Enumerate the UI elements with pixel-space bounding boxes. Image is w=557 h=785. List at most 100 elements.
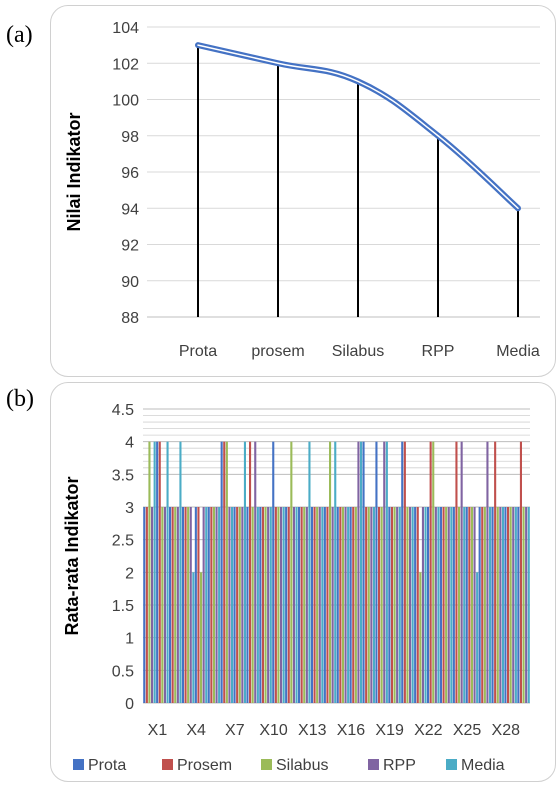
bar-media bbox=[476, 572, 479, 703]
x-tick-label-b: X19 bbox=[375, 722, 404, 739]
bar-prosem bbox=[339, 507, 342, 703]
y-tick-label-a: 94 bbox=[121, 201, 139, 218]
bar-silabus bbox=[212, 507, 215, 703]
bar-media bbox=[463, 507, 466, 703]
bar-silabus bbox=[329, 441, 332, 703]
bar-prosem bbox=[519, 441, 522, 703]
bar-prosem bbox=[249, 441, 252, 703]
bar-prosem bbox=[494, 441, 497, 703]
bar-prota bbox=[478, 507, 481, 703]
bar-rpp bbox=[151, 507, 154, 703]
bar-media bbox=[527, 507, 530, 703]
bar-prosem bbox=[507, 507, 510, 703]
x-tick-label-b: X4 bbox=[186, 722, 206, 739]
bar-rpp bbox=[267, 507, 270, 703]
x-tick-label-b: X13 bbox=[298, 722, 327, 739]
bar-prota bbox=[504, 507, 507, 703]
bar-silabus bbox=[406, 507, 409, 703]
bar-prota bbox=[143, 507, 146, 703]
y-tick-label-a: 104 bbox=[112, 20, 139, 37]
bar-silabus bbox=[187, 507, 190, 703]
bar-silabus bbox=[225, 441, 228, 703]
bar-media bbox=[243, 441, 246, 703]
bar-media bbox=[450, 507, 453, 703]
bar-silabus bbox=[200, 572, 203, 703]
bar-prota bbox=[298, 507, 301, 703]
bar-prota bbox=[285, 507, 288, 703]
bar-silabus bbox=[264, 507, 267, 703]
bar-prota bbox=[207, 507, 210, 703]
bar-silabus bbox=[509, 507, 512, 703]
y-tick-label-a: 88 bbox=[121, 310, 139, 327]
legend-swatch-media bbox=[446, 759, 457, 770]
bar-prosem bbox=[158, 441, 161, 703]
bar-prota bbox=[465, 507, 468, 703]
y-tick-label-b: 1.5 bbox=[112, 598, 134, 615]
bar-rpp bbox=[254, 441, 257, 703]
bar-prota bbox=[517, 507, 520, 703]
bar-prota bbox=[156, 441, 159, 703]
bar-silabus bbox=[341, 507, 344, 703]
bar-silabus bbox=[316, 507, 319, 703]
x-tick-label-a: RPP bbox=[422, 343, 455, 360]
y-tick-label-b: 3.5 bbox=[112, 467, 134, 484]
legend-swatch-rpp bbox=[368, 759, 379, 770]
bar-rpp bbox=[383, 441, 386, 703]
bar-rpp bbox=[473, 507, 476, 703]
bar-rpp bbox=[228, 507, 231, 703]
bar-prosem bbox=[390, 507, 393, 703]
bar-media bbox=[398, 507, 401, 703]
bar-silabus bbox=[522, 507, 525, 703]
bar-rpp bbox=[486, 441, 489, 703]
x-tick-label-a: Silabus bbox=[332, 343, 384, 360]
bar-prosem bbox=[442, 507, 445, 703]
bar-media bbox=[308, 441, 311, 703]
y-tick-label-b: 2.5 bbox=[112, 533, 134, 550]
bar-media bbox=[385, 441, 388, 703]
x-tick-label-b: X1 bbox=[148, 722, 168, 739]
legend-swatch-silabus bbox=[261, 759, 272, 770]
bar-media bbox=[347, 507, 350, 703]
bar-rpp bbox=[305, 507, 308, 703]
bar-prota bbox=[375, 441, 378, 703]
bar-prota bbox=[388, 507, 391, 703]
bar-silabus bbox=[458, 507, 461, 703]
bar-rpp bbox=[331, 507, 334, 703]
bar-media bbox=[192, 572, 195, 703]
y-tick-label-b: 4 bbox=[125, 435, 134, 452]
y-tick-label-a: 102 bbox=[112, 56, 139, 73]
bar-prota bbox=[246, 507, 249, 703]
bar-prosem bbox=[197, 507, 200, 703]
bar-silabus bbox=[445, 507, 448, 703]
bar-prota bbox=[491, 507, 494, 703]
y-tick-label-b: 2 bbox=[125, 565, 134, 582]
bar-media bbox=[256, 507, 259, 703]
bar-rpp bbox=[396, 507, 399, 703]
bar-silabus bbox=[148, 441, 151, 703]
bar-rpp bbox=[344, 507, 347, 703]
bar-rpp bbox=[189, 507, 192, 703]
bar-prota bbox=[401, 441, 404, 703]
y-axis-label-b: Rata-rata Indikator bbox=[62, 476, 82, 635]
bar-media bbox=[269, 507, 272, 703]
bar-prosem bbox=[223, 441, 226, 703]
y-tick-label-b: 1 bbox=[125, 631, 134, 648]
bar-silabus bbox=[470, 507, 473, 703]
bar-media bbox=[205, 507, 208, 703]
bar-prota bbox=[362, 441, 365, 703]
bar-media bbox=[179, 441, 182, 703]
bar-prosem bbox=[171, 507, 174, 703]
bar-prota bbox=[181, 507, 184, 703]
legend-label-rpp: RPP bbox=[383, 757, 416, 774]
bar-rpp bbox=[409, 507, 412, 703]
bar-prosem bbox=[403, 441, 406, 703]
y-tick-label-a: 96 bbox=[121, 165, 139, 182]
bar-silabus bbox=[290, 441, 293, 703]
bar-prosem bbox=[416, 507, 419, 703]
y-tick-label-b: 0.5 bbox=[112, 663, 134, 680]
bar-media bbox=[514, 507, 517, 703]
y-tick-label-b: 4.5 bbox=[112, 402, 134, 419]
bar-prosem bbox=[236, 507, 239, 703]
bar-media bbox=[321, 507, 324, 703]
